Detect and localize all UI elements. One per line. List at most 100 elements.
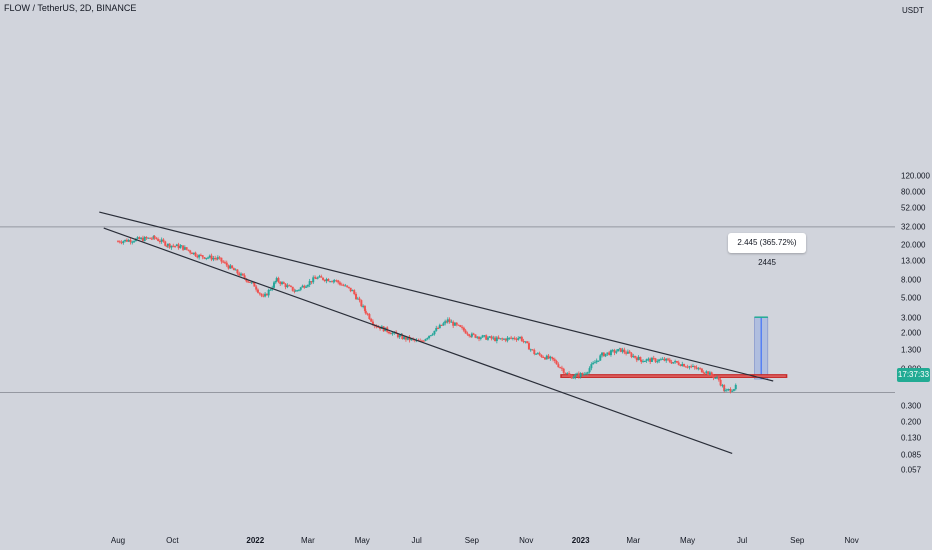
candle-body-106 bbox=[299, 287, 302, 290]
candle-body-117 bbox=[318, 276, 321, 278]
candle-body-152 bbox=[379, 326, 382, 330]
price-tick-6: 8.000 bbox=[901, 275, 922, 285]
candle-body-320 bbox=[672, 362, 675, 364]
candle-body-237 bbox=[527, 343, 530, 350]
candle-body-244 bbox=[540, 354, 543, 357]
candle-body-187 bbox=[440, 324, 443, 326]
candle-body-54 bbox=[210, 255, 213, 260]
price-tick-16: 0.057 bbox=[901, 465, 922, 475]
candle-body-340 bbox=[707, 371, 710, 375]
candle-body-100 bbox=[289, 285, 292, 287]
candle-body-261 bbox=[568, 375, 571, 377]
candle-body-313 bbox=[659, 359, 662, 361]
candle-body-246 bbox=[543, 357, 546, 360]
candle-body-147 bbox=[370, 319, 373, 322]
candle-body-315 bbox=[663, 358, 666, 361]
candle-body-121 bbox=[325, 278, 328, 282]
candle-body-312 bbox=[658, 359, 661, 362]
candle-body-111 bbox=[308, 281, 311, 285]
candle-body-230 bbox=[515, 338, 518, 340]
candle-body-205 bbox=[470, 333, 473, 337]
candle-body-64 bbox=[227, 265, 230, 269]
candle-body-24 bbox=[158, 241, 161, 243]
candle-body-248 bbox=[547, 355, 550, 359]
time-tick-3: Mar bbox=[300, 536, 315, 545]
candle-body-83 bbox=[260, 293, 263, 296]
candle-body-103 bbox=[294, 290, 297, 292]
candle-body-25 bbox=[160, 239, 163, 242]
candle-body-264 bbox=[574, 374, 577, 378]
candle-body-311 bbox=[656, 361, 659, 363]
candle-body-231 bbox=[517, 338, 520, 340]
candle-body-337 bbox=[702, 372, 705, 374]
candle-body-302 bbox=[640, 359, 643, 362]
candle-body-319 bbox=[670, 361, 673, 364]
candle-body-354 bbox=[731, 390, 734, 392]
candle-body-13 bbox=[140, 237, 143, 240]
candle-body-300 bbox=[637, 356, 640, 361]
candle-body-287 bbox=[615, 351, 618, 353]
candle-body-192 bbox=[448, 319, 451, 323]
price-tick-0: 120.000 bbox=[901, 171, 930, 181]
candle-body-265 bbox=[576, 373, 579, 375]
candle-body-236 bbox=[526, 341, 529, 344]
candle-body-202 bbox=[466, 333, 469, 335]
candle-body-81 bbox=[256, 289, 259, 293]
candle-body-314 bbox=[661, 358, 664, 360]
candle-body-326 bbox=[683, 364, 686, 367]
candle-body-30 bbox=[168, 243, 171, 248]
candle-body-70 bbox=[238, 273, 241, 276]
candle-body-165 bbox=[401, 334, 404, 339]
upper-trendline bbox=[99, 211, 774, 382]
candle-body-86 bbox=[265, 293, 268, 296]
candle-body-243 bbox=[538, 353, 541, 355]
price-tick-12: 0.300 bbox=[901, 401, 922, 411]
candle-body-298 bbox=[634, 355, 637, 358]
candle-body-104 bbox=[296, 290, 299, 292]
candle-body-139 bbox=[356, 298, 359, 300]
candle-body-71 bbox=[240, 273, 243, 276]
candle-body-331 bbox=[691, 365, 694, 367]
price-tick-4: 20.000 bbox=[901, 240, 926, 250]
candle-body-95 bbox=[281, 282, 284, 285]
candle-body-19 bbox=[150, 238, 153, 240]
candle-body-277 bbox=[597, 360, 600, 362]
candle-body-6 bbox=[127, 239, 130, 242]
candle-body-133 bbox=[346, 285, 349, 287]
candle-body-252 bbox=[553, 359, 556, 361]
candle-body-349 bbox=[723, 385, 726, 392]
candle-body-288 bbox=[617, 349, 620, 352]
candle-body-118 bbox=[320, 276, 323, 278]
candle-body-186 bbox=[438, 324, 441, 329]
candle-body-62 bbox=[223, 262, 226, 264]
time-tick-12: Sep bbox=[790, 536, 805, 545]
candle-body-316 bbox=[665, 358, 668, 361]
price-chart-plot[interactable] bbox=[0, 0, 895, 530]
candle-body-203 bbox=[468, 334, 471, 337]
candle-body-136 bbox=[351, 290, 354, 292]
candle-body-279 bbox=[601, 352, 604, 356]
candle-body-115 bbox=[314, 278, 317, 280]
price-tick-15: 0.085 bbox=[901, 450, 922, 460]
candle-body-286 bbox=[613, 350, 616, 353]
candle-body-310 bbox=[654, 358, 657, 362]
price-tick-8: 3.000 bbox=[901, 313, 922, 323]
current-price-badge: 17:37:33 bbox=[897, 368, 930, 382]
candle-body-193 bbox=[450, 321, 453, 323]
candle-body-91 bbox=[274, 280, 277, 283]
time-axis[interactable] bbox=[0, 530, 895, 550]
candle-body-41 bbox=[187, 249, 190, 251]
candle-body-196 bbox=[455, 322, 458, 325]
candle-body-199 bbox=[461, 326, 464, 328]
candle-body-285 bbox=[611, 350, 614, 352]
time-tick-9: Mar bbox=[626, 536, 641, 545]
candle-body-48 bbox=[199, 254, 202, 256]
candle-body-268 bbox=[581, 373, 584, 375]
candle-body-225 bbox=[506, 337, 509, 341]
candle-body-338 bbox=[703, 372, 706, 374]
candle-body-318 bbox=[668, 359, 671, 362]
candle-body-11 bbox=[136, 237, 139, 239]
candle-body-119 bbox=[322, 277, 325, 280]
candle-body-197 bbox=[457, 324, 460, 326]
